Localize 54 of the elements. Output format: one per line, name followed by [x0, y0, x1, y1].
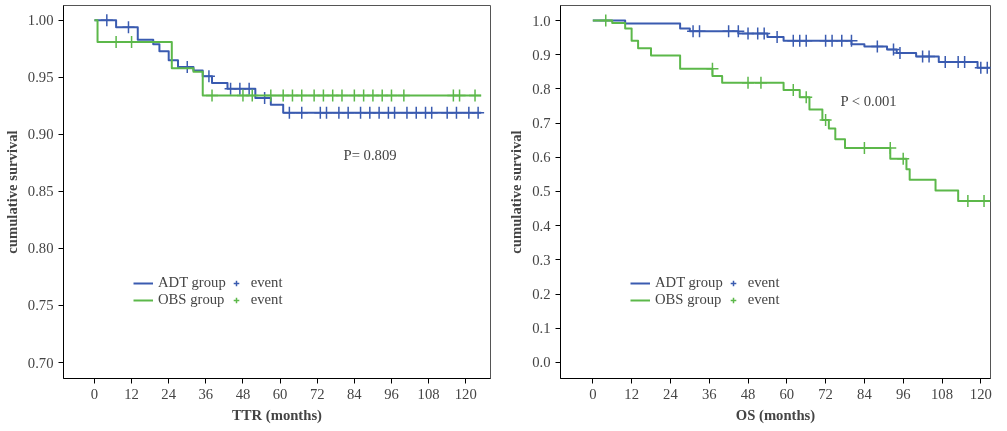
x-tick-label: 12	[624, 385, 639, 402]
x-tick-label: 48	[235, 385, 251, 402]
legend-label: event	[747, 274, 780, 291]
x-tick-label: 12	[124, 385, 139, 402]
legend-label: event	[747, 291, 780, 308]
y-tick-label: 0.6	[532, 149, 551, 166]
y-tick-label: 0.75	[27, 297, 54, 314]
x-tick-label: 60	[779, 385, 795, 402]
y-tick-label: 0.85	[27, 183, 54, 200]
y-tick-label: 0.2	[532, 286, 551, 303]
x-tick-label: 96	[384, 385, 399, 402]
y-tick-label: 0.95	[27, 69, 54, 86]
x-tick-label: 84	[347, 385, 363, 402]
y-tick-label: 0.5	[532, 183, 551, 200]
x-tick-label: 108	[931, 385, 953, 402]
y-tick-label: 0.8	[532, 80, 551, 97]
legend-label: ADT group	[158, 274, 226, 291]
x-axis-title: TTR (months)	[232, 406, 323, 424]
annotation: P < 0.001	[840, 92, 897, 109]
y-tick-label: 0.9	[532, 46, 551, 63]
x-tick-label: 0	[589, 385, 597, 402]
x-tick-label: 72	[818, 385, 833, 402]
legend-label: OBS group	[158, 291, 225, 308]
y-tick-label: 1.00	[27, 12, 54, 29]
y-tick-label: 1.0	[532, 12, 551, 29]
x-tick-label: 108	[417, 385, 440, 402]
x-tick-label: 24	[663, 385, 679, 402]
x-tick-label: 48	[740, 385, 756, 402]
x-tick-label: 84	[857, 385, 873, 402]
y-tick-label: 0.3	[532, 251, 551, 268]
x-tick-label: 96	[895, 385, 911, 402]
annotation: P= 0.809	[343, 146, 397, 163]
legend-label: OBS group	[655, 291, 722, 308]
x-tick-label: 120	[969, 385, 992, 402]
x-tick-label: 36	[701, 385, 717, 402]
x-tick-label: 24	[161, 385, 177, 402]
legend-label: event	[250, 274, 283, 291]
y-tick-label: 0.4	[532, 217, 552, 234]
legend-label: ADT group	[655, 274, 723, 291]
x-tick-label: 36	[198, 385, 214, 402]
x-tick-label: 72	[309, 385, 325, 402]
y-tick-label: 0.80	[27, 240, 54, 257]
y-tick-label: 0.0	[532, 354, 551, 371]
x-tick-label: 60	[272, 385, 288, 402]
y-tick-label: 0.90	[27, 126, 54, 143]
y-tick-label: 0.1	[532, 320, 551, 337]
y-tick-label: 0.70	[27, 354, 54, 371]
x-tick-label: 0	[90, 385, 99, 402]
x-tick-label: 120	[454, 385, 477, 402]
y-axis-title: cumulative survival	[508, 130, 525, 254]
y-tick-label: 0.7	[532, 115, 551, 132]
legend-label: event	[250, 291, 283, 308]
y-axis-title: cumulative survival	[3, 130, 20, 254]
x-axis-title: OS (months)	[735, 406, 816, 424]
